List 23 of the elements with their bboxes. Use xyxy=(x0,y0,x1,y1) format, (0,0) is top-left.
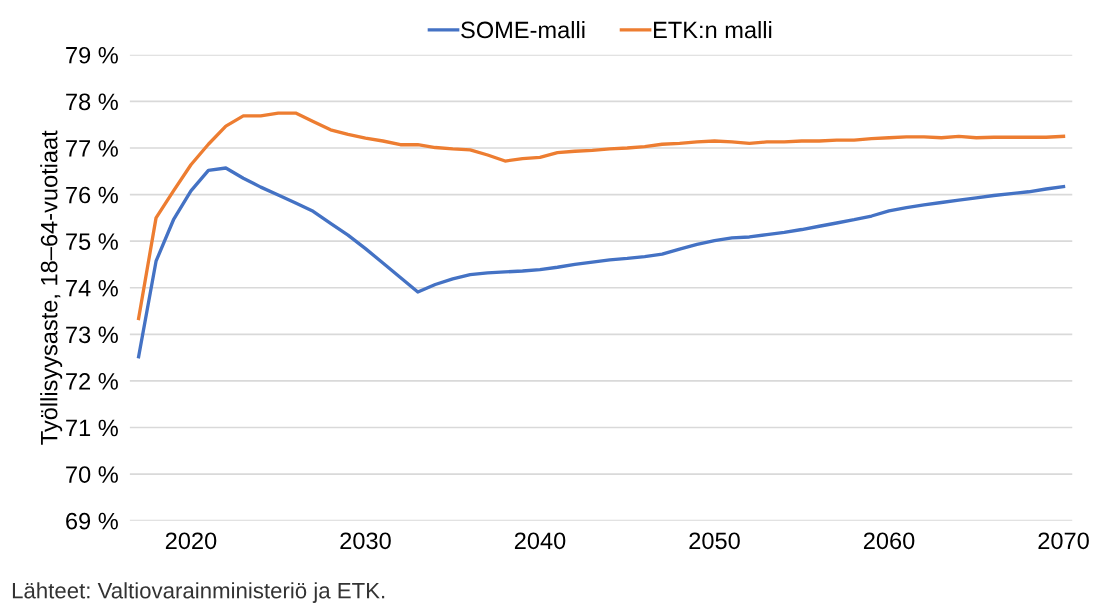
y-tick-label: 75 % xyxy=(66,233,118,250)
y-tick-label: 79 % xyxy=(66,46,118,64)
y-tick-label: 76 % xyxy=(66,186,118,204)
legend-label: ETK:n malli xyxy=(654,20,772,39)
x-tick-label: 2060 xyxy=(863,532,915,550)
y-tick-label: 72 % xyxy=(66,373,118,390)
x-tick-label: 2050 xyxy=(689,532,740,550)
y-tick-label: 77 % xyxy=(66,140,118,157)
y-tick-label: 70 % xyxy=(66,466,118,483)
y-tick-label: 69 % xyxy=(66,512,118,530)
y-axis-title: Työllisyysaste, 18–64-vuotiaat xyxy=(40,130,63,445)
line-series xyxy=(136,166,1066,359)
y-tick-label: 71 % xyxy=(66,419,118,437)
y-tick-label: 78 % xyxy=(66,93,118,111)
x-tick-label: 2030 xyxy=(340,532,391,550)
y-tick-label: 73 % xyxy=(66,326,118,344)
x-tick-label: 2020 xyxy=(165,532,217,550)
legend-label: SOME-malli xyxy=(461,20,585,39)
text: Lähteet: Valtiovarainministeriö ja ETK. xyxy=(12,582,385,603)
line-series xyxy=(136,111,1066,321)
x-tick-label: 2070 xyxy=(1038,532,1089,550)
x-tick-label: 2040 xyxy=(514,532,566,550)
y-tick-label: 74 % xyxy=(66,279,118,297)
